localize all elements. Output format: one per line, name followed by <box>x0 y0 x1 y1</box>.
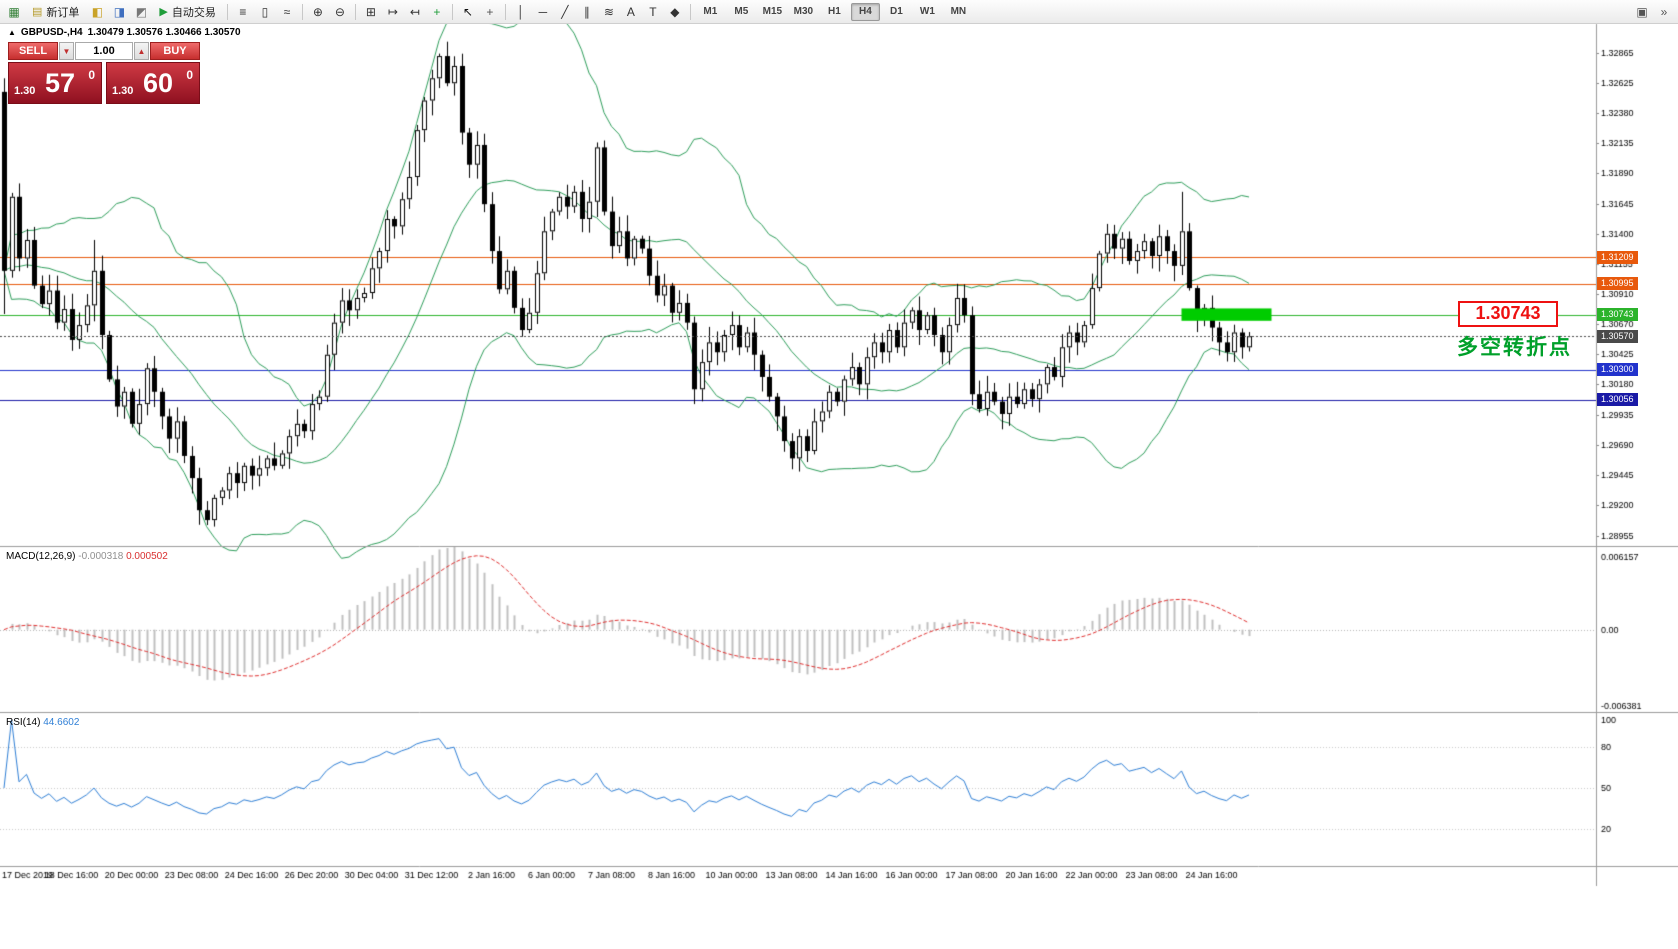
one-click-collapse-icon[interactable]: ▲ <box>8 28 16 37</box>
market-watch-icon[interactable]: ◧ <box>91 4 104 19</box>
cursor-icon[interactable]: ↖ <box>462 4 473 19</box>
bid-price-pips: 57 <box>45 68 76 98</box>
timeframe-button-h1[interactable]: H1 <box>827 6 841 17</box>
new-order-button[interactable]: ▤ 新订单 <box>26 3 85 21</box>
timeframe-button-h4[interactable]: H4 <box>850 2 880 21</box>
level-badge-4: 1.30056 <box>1597 393 1638 407</box>
ask-price-panel[interactable]: 1.30 60 0 <box>106 62 200 104</box>
macd-label: MACD(12,26,9) -0.000318 0.000502 <box>6 551 168 562</box>
ohlc-values: 1.30479 1.30576 1.30466 1.30570 <box>87 27 241 38</box>
timeframe-button-mn[interactable]: MN <box>950 6 967 17</box>
macd-main-value: -0.000318 <box>78 551 124 562</box>
timeframe-button-m5[interactable]: M5 <box>734 6 749 17</box>
chart-shift-icon[interactable]: ↤ <box>409 4 420 19</box>
navigator-icon[interactable]: ◩ <box>135 4 148 19</box>
trendline-icon[interactable]: ╱ <box>561 4 569 19</box>
timeframe-button-w1[interactable]: W1 <box>919 6 935 17</box>
toolbar-separator <box>689 3 691 20</box>
toolbar-separator <box>301 3 303 20</box>
toolbar-overflow-icon[interactable]: » <box>1660 5 1668 19</box>
ask-price-point: 0 <box>186 68 193 82</box>
indicators-icon[interactable]: + <box>433 4 441 19</box>
horizontal-line-icon[interactable]: ─ <box>538 4 548 19</box>
rsi-label: RSI(14) 44.6602 <box>6 717 79 728</box>
arrow-objects-icon[interactable]: ◆ <box>670 4 680 19</box>
sell-button[interactable]: SELL <box>8 42 58 60</box>
macd-signal-value: 0.000502 <box>126 551 168 562</box>
new-order-button-label: 新订单 <box>46 6 80 19</box>
data-window-icon[interactable]: ◨ <box>113 4 126 19</box>
text-label-icon[interactable]: T <box>649 4 657 19</box>
toolbar: ▦ ▤ 新订单 ◧ ◨ ◩ ▶ 自动交易 ≡ ▯ ≈ ⊕ ⊖ ⊞ ↦ ↤ + ↖ + │ ─ ╱ ∥ ≋ A T ◆ M1 M5 M15 M… <box>0 0 1678 24</box>
level-badge-1: 1.30995 <box>1597 277 1638 291</box>
crosshair-icon[interactable]: + <box>486 4 494 19</box>
toolbar-separator <box>354 3 356 20</box>
text-icon[interactable]: A <box>626 4 635 19</box>
tile-windows-icon[interactable]: ⊞ <box>365 4 376 19</box>
one-click-trading-panel: SELL ▼ 1.00 ▲ BUY 1.30 57 0 1.30 60 0 <box>8 42 200 104</box>
toolbar-separator <box>504 3 506 20</box>
vertical-line-icon[interactable]: │ <box>517 4 525 19</box>
volume-input[interactable]: 1.00 <box>75 42 133 60</box>
volume-up-button[interactable]: ▲ <box>134 42 149 60</box>
level-badge-3: 1.30300 <box>1597 363 1638 377</box>
symbol-label: GBPUSD-,H4 <box>20 27 83 38</box>
bid-price-panel[interactable]: 1.30 57 0 <box>8 62 102 104</box>
key-level-callout[interactable]: 1.30743 <box>1458 300 1558 327</box>
toolbar-right-icons: ▣» <box>1632 3 1674 21</box>
fibonacci-icon[interactable]: ≋ <box>603 4 614 19</box>
chart-symbol-header: ▲ GBPUSD-,H4 1.30479 1.30576 1.30466 1.3… <box>8 27 241 38</box>
buy-button[interactable]: BUY <box>150 42 200 60</box>
level-badge-0: 1.31209 <box>1597 250 1638 264</box>
timeframe-button-m30[interactable]: M30 <box>793 6 814 17</box>
timeframe-button-m1[interactable]: M1 <box>703 6 718 17</box>
toolbar-separator <box>451 3 453 20</box>
timeframe-button-d1[interactable]: D1 <box>889 6 903 17</box>
ask-price-base: 1.30 <box>112 85 134 97</box>
zoom-in-icon[interactable]: ⊕ <box>312 4 323 19</box>
level-badge-2: 1.30743 <box>1597 308 1638 322</box>
macd-name: MACD(12,26,9) <box>6 551 76 562</box>
autotrading-button[interactable]: ▶ 自动交易 <box>153 3 221 21</box>
timeframe-button-m15[interactable]: M15 <box>762 6 783 17</box>
channel-icon[interactable]: ∥ <box>583 4 590 19</box>
bar-chart-icon[interactable]: ≡ <box>239 4 247 19</box>
volume-down-button[interactable]: ▼ <box>59 42 74 60</box>
auto-scroll-icon[interactable]: ↦ <box>387 4 398 19</box>
rsi-name: RSI(14) <box>6 717 41 728</box>
autotrading-button-label: 自动交易 <box>171 6 216 19</box>
new-chart-icon[interactable]: ▦ <box>8 4 20 19</box>
candlestick-chart-icon[interactable]: ▯ <box>261 4 269 19</box>
bid-price-base: 1.30 <box>14 85 36 97</box>
bid-price-badge: 1.30570 <box>1597 329 1638 343</box>
turning-point-note: 多空转折点 <box>1457 335 1572 359</box>
ask-price-pips: 60 <box>143 68 174 98</box>
line-chart-icon[interactable]: ≈ <box>283 4 291 19</box>
toolbar-separator <box>226 3 228 20</box>
new-order-button-icon: ▤ <box>32 6 43 18</box>
rsi-value: 44.6602 <box>43 717 80 728</box>
chart-window-icon[interactable]: ▣ <box>1636 5 1648 19</box>
zoom-out-icon[interactable]: ⊖ <box>334 4 345 19</box>
bid-price-point: 0 <box>88 68 95 82</box>
autotrading-button-icon: ▶ <box>159 6 168 18</box>
